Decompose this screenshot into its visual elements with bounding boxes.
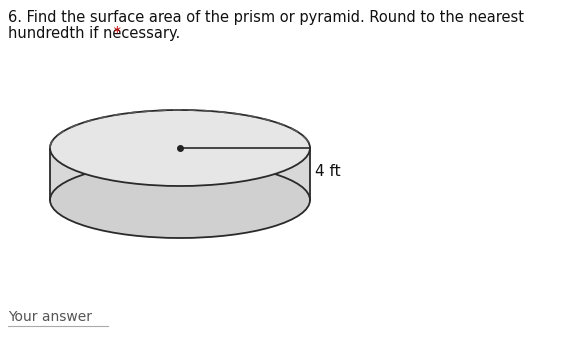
Polygon shape <box>141 148 258 200</box>
Text: 8 ft: 8 ft <box>202 121 228 136</box>
Text: hundredth if necessary.: hundredth if necessary. <box>8 26 180 41</box>
Polygon shape <box>50 148 310 200</box>
Text: Your answer: Your answer <box>8 310 92 324</box>
Text: *: * <box>109 26 121 41</box>
Ellipse shape <box>50 162 310 238</box>
Ellipse shape <box>50 110 310 186</box>
Text: 4 ft: 4 ft <box>315 164 341 179</box>
Text: 6. Find the surface area of the prism or pyramid. Round to the nearest: 6. Find the surface area of the prism or… <box>8 10 524 25</box>
